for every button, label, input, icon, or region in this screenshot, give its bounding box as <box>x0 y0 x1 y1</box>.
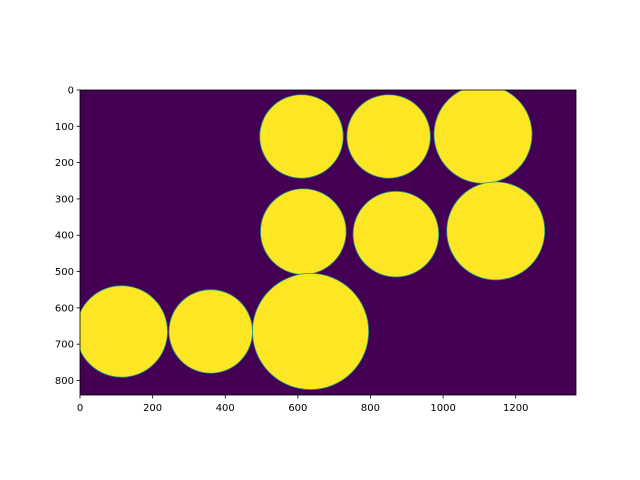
x-axis: 0 200 400 600 800 1000 1200 <box>77 395 528 414</box>
x-tick-label: 800 <box>361 403 380 414</box>
y-tick-label: 0 <box>68 86 74 97</box>
y-tick-label: 400 <box>55 231 74 242</box>
blob-3 <box>433 90 533 184</box>
x-tick-label: 400 <box>216 403 235 414</box>
y-tick-label: 500 <box>55 267 74 278</box>
x-tick-label: 200 <box>143 403 162 414</box>
axes-frame <box>79 89 577 396</box>
blob-7 <box>80 285 168 378</box>
blob-layer <box>80 90 546 390</box>
blob-6 <box>446 181 546 281</box>
x-tick-label: 0 <box>77 403 83 414</box>
blob-4 <box>260 188 347 275</box>
x-tick-label: 1000 <box>430 403 455 414</box>
x-tick-label: 600 <box>288 403 307 414</box>
y-tick-label: 300 <box>55 194 74 205</box>
y-tick-label: 200 <box>55 158 74 169</box>
x-tick-label: 1200 <box>503 403 528 414</box>
y-tick-label: 800 <box>55 376 74 387</box>
y-tick-label: 600 <box>55 303 74 314</box>
blob-9 <box>252 272 370 390</box>
y-axis: 0 100 200 300 400 500 600 700 800 <box>55 86 80 387</box>
blob-1 <box>259 94 344 179</box>
y-tick-label: 700 <box>55 340 74 351</box>
y-tick-label: 100 <box>55 122 74 133</box>
blob-5 <box>352 190 440 278</box>
blob-2 <box>346 94 431 179</box>
blob-8 <box>168 289 253 374</box>
